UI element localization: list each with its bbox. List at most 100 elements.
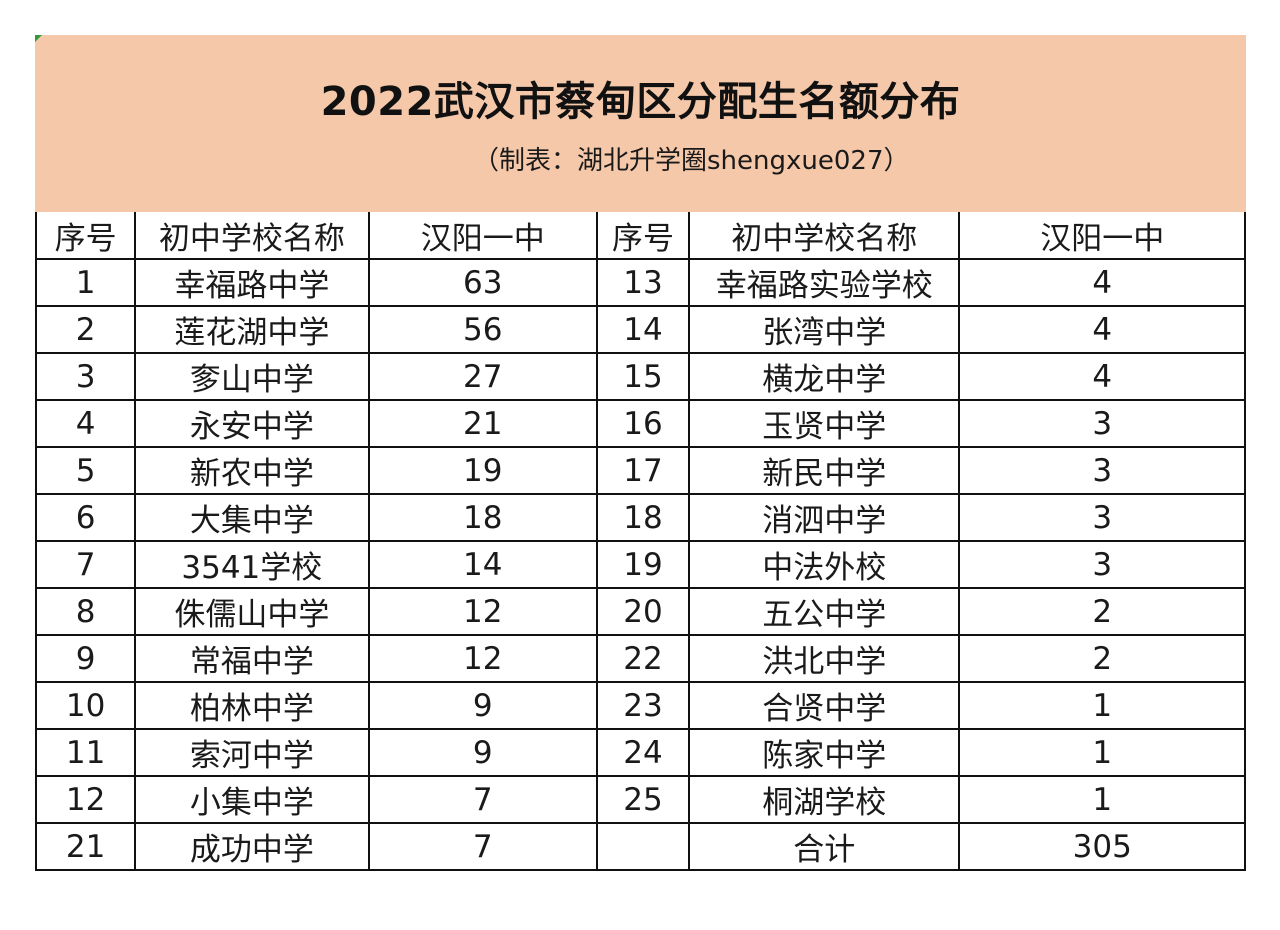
cell-quota-left: 56 [367, 305, 598, 354]
table-row: 8 侏儒山中学 12 20 五公中学 2 [34, 587, 1246, 636]
table-row: 1 幸福路中学 63 13 幸福路实验学校 4 [34, 258, 1246, 307]
cell-school-left: 小集中学 [134, 775, 370, 824]
cell-index-right: 25 [595, 775, 691, 824]
cell-index-left: 3 [34, 352, 137, 401]
cell-corner-marker [35, 35, 42, 42]
cell-school-left: 索河中学 [134, 728, 370, 777]
cell-quota-right: 4 [958, 258, 1246, 307]
cell-index-right [595, 822, 691, 871]
cell-index-left: 5 [34, 446, 137, 495]
cell-quota-right: 2 [958, 587, 1246, 636]
table-row: 9 常福中学 12 22 洪北中学 2 [34, 634, 1246, 683]
cell-quota-left: 12 [367, 587, 598, 636]
cell-index-right: 17 [595, 446, 691, 495]
cell-index-left: 4 [34, 399, 137, 448]
cell-quota-right: 4 [958, 352, 1246, 401]
cell-quota-right: 3 [958, 493, 1246, 542]
table-row: 3 奓山中学 27 15 横龙中学 4 [34, 352, 1246, 401]
table-row: 21 成功中学 7 合计 305 [34, 822, 1246, 871]
header-school-right: 初中学校名称 [688, 212, 961, 260]
header-quota-left: 汉阳一中 [367, 212, 598, 260]
cell-quota-left: 19 [367, 446, 598, 495]
table-row: 12 小集中学 7 25 桐湖学校 1 [34, 775, 1246, 824]
cell-school-right: 横龙中学 [688, 352, 961, 401]
cell-school-right: 张湾中学 [688, 305, 961, 354]
cell-school-left: 莲花湖中学 [134, 305, 370, 354]
cell-index-right: 13 [595, 258, 691, 307]
cell-quota-left: 7 [367, 822, 598, 871]
cell-index-left: 8 [34, 587, 137, 636]
cell-index-right: 19 [595, 540, 691, 589]
header-quota-right: 汉阳一中 [958, 212, 1246, 260]
table-row: 5 新农中学 19 17 新民中学 3 [34, 446, 1246, 495]
cell-school-right: 合计 [688, 822, 961, 871]
cell-index-right: 20 [595, 587, 691, 636]
cell-quota-left: 63 [367, 258, 598, 307]
cell-school-right: 五公中学 [688, 587, 961, 636]
table-row: 4 永安中学 21 16 玉贤中学 3 [34, 399, 1246, 448]
sheet-title: 2022武汉市蔡甸区分配生名额分布 [320, 79, 961, 125]
header-school-left: 初中学校名称 [134, 212, 370, 260]
cell-school-left: 大集中学 [134, 493, 370, 542]
header-index-left: 序号 [34, 212, 137, 260]
cell-school-left: 柏林中学 [134, 681, 370, 730]
cell-index-left: 6 [34, 493, 137, 542]
cell-school-left: 成功中学 [134, 822, 370, 871]
table-row: 11 索河中学 9 24 陈家中学 1 [34, 728, 1246, 777]
cell-school-left: 侏儒山中学 [134, 587, 370, 636]
cell-quota-right: 2 [958, 634, 1246, 683]
cell-quota-right: 1 [958, 728, 1246, 777]
cell-quota-left: 9 [367, 728, 598, 777]
table-row: 2 莲花湖中学 56 14 张湾中学 4 [34, 305, 1246, 354]
cell-index-left: 10 [34, 681, 137, 730]
cell-index-left: 12 [34, 775, 137, 824]
cell-school-left: 奓山中学 [134, 352, 370, 401]
cell-school-left: 常福中学 [134, 634, 370, 683]
cell-school-left: 3541学校 [134, 540, 370, 589]
table-row: 10 柏林中学 9 23 合贤中学 1 [34, 681, 1246, 730]
table-row: 6 大集中学 18 18 消泗中学 3 [34, 493, 1246, 542]
cell-quota-right: 1 [958, 681, 1246, 730]
cell-quota-right: 1 [958, 775, 1246, 824]
cell-school-right: 幸福路实验学校 [688, 258, 961, 307]
cell-quota-left: 7 [367, 775, 598, 824]
cell-index-right: 22 [595, 634, 691, 683]
header-row: 序号 初中学校名称 汉阳一中 序号 初中学校名称 汉阳一中 [34, 212, 1246, 260]
cell-index-left: 2 [34, 305, 137, 354]
cell-school-right: 洪北中学 [688, 634, 961, 683]
title-banner: 2022武汉市蔡甸区分配生名额分布 （制表：湖北升学圈shengxue027） [35, 35, 1246, 212]
cell-quota-left: 18 [367, 493, 598, 542]
cell-quota-left: 12 [367, 634, 598, 683]
cell-quota-left: 9 [367, 681, 598, 730]
cell-index-right: 15 [595, 352, 691, 401]
cell-school-right: 陈家中学 [688, 728, 961, 777]
cell-quota-left: 21 [367, 399, 598, 448]
cell-school-right: 中法外校 [688, 540, 961, 589]
cell-quota-right: 3 [958, 540, 1246, 589]
quota-table: 序号 初中学校名称 汉阳一中 序号 初中学校名称 汉阳一中 1 幸福路中学 63 13… [34, 212, 1246, 871]
cell-quota-right: 3 [958, 446, 1246, 495]
cell-school-right: 消泗中学 [688, 493, 961, 542]
cell-index-left: 11 [34, 728, 137, 777]
cell-index-left: 21 [34, 822, 137, 871]
cell-school-left: 幸福路中学 [134, 258, 370, 307]
cell-index-right: 23 [595, 681, 691, 730]
cell-index-right: 18 [595, 493, 691, 542]
cell-school-right: 桐湖学校 [688, 775, 961, 824]
cell-quota-right: 3 [958, 399, 1246, 448]
cell-school-right: 新民中学 [688, 446, 961, 495]
cell-index-right: 14 [595, 305, 691, 354]
cell-index-left: 7 [34, 540, 137, 589]
header-index-right: 序号 [595, 212, 691, 260]
sheet-subtitle: （制表：湖北升学圈shengxue027） [473, 146, 910, 176]
cell-index-left: 1 [34, 258, 137, 307]
table-body: 1 幸福路中学 63 13 幸福路实验学校 4 2 莲花湖中学 56 14 张湾中学 4 3 奓山中学 27… [34, 258, 1246, 871]
cell-quota-left: 14 [367, 540, 598, 589]
cell-school-right: 玉贤中学 [688, 399, 961, 448]
cell-index-right: 16 [595, 399, 691, 448]
cell-school-right: 合贤中学 [688, 681, 961, 730]
quota-sheet: 2022武汉市蔡甸区分配生名额分布 （制表：湖北升学圈shengxue027） … [34, 35, 1246, 871]
cell-quota-left: 27 [367, 352, 598, 401]
cell-index-left: 9 [34, 634, 137, 683]
table-row: 7 3541学校 14 19 中法外校 3 [34, 540, 1246, 589]
